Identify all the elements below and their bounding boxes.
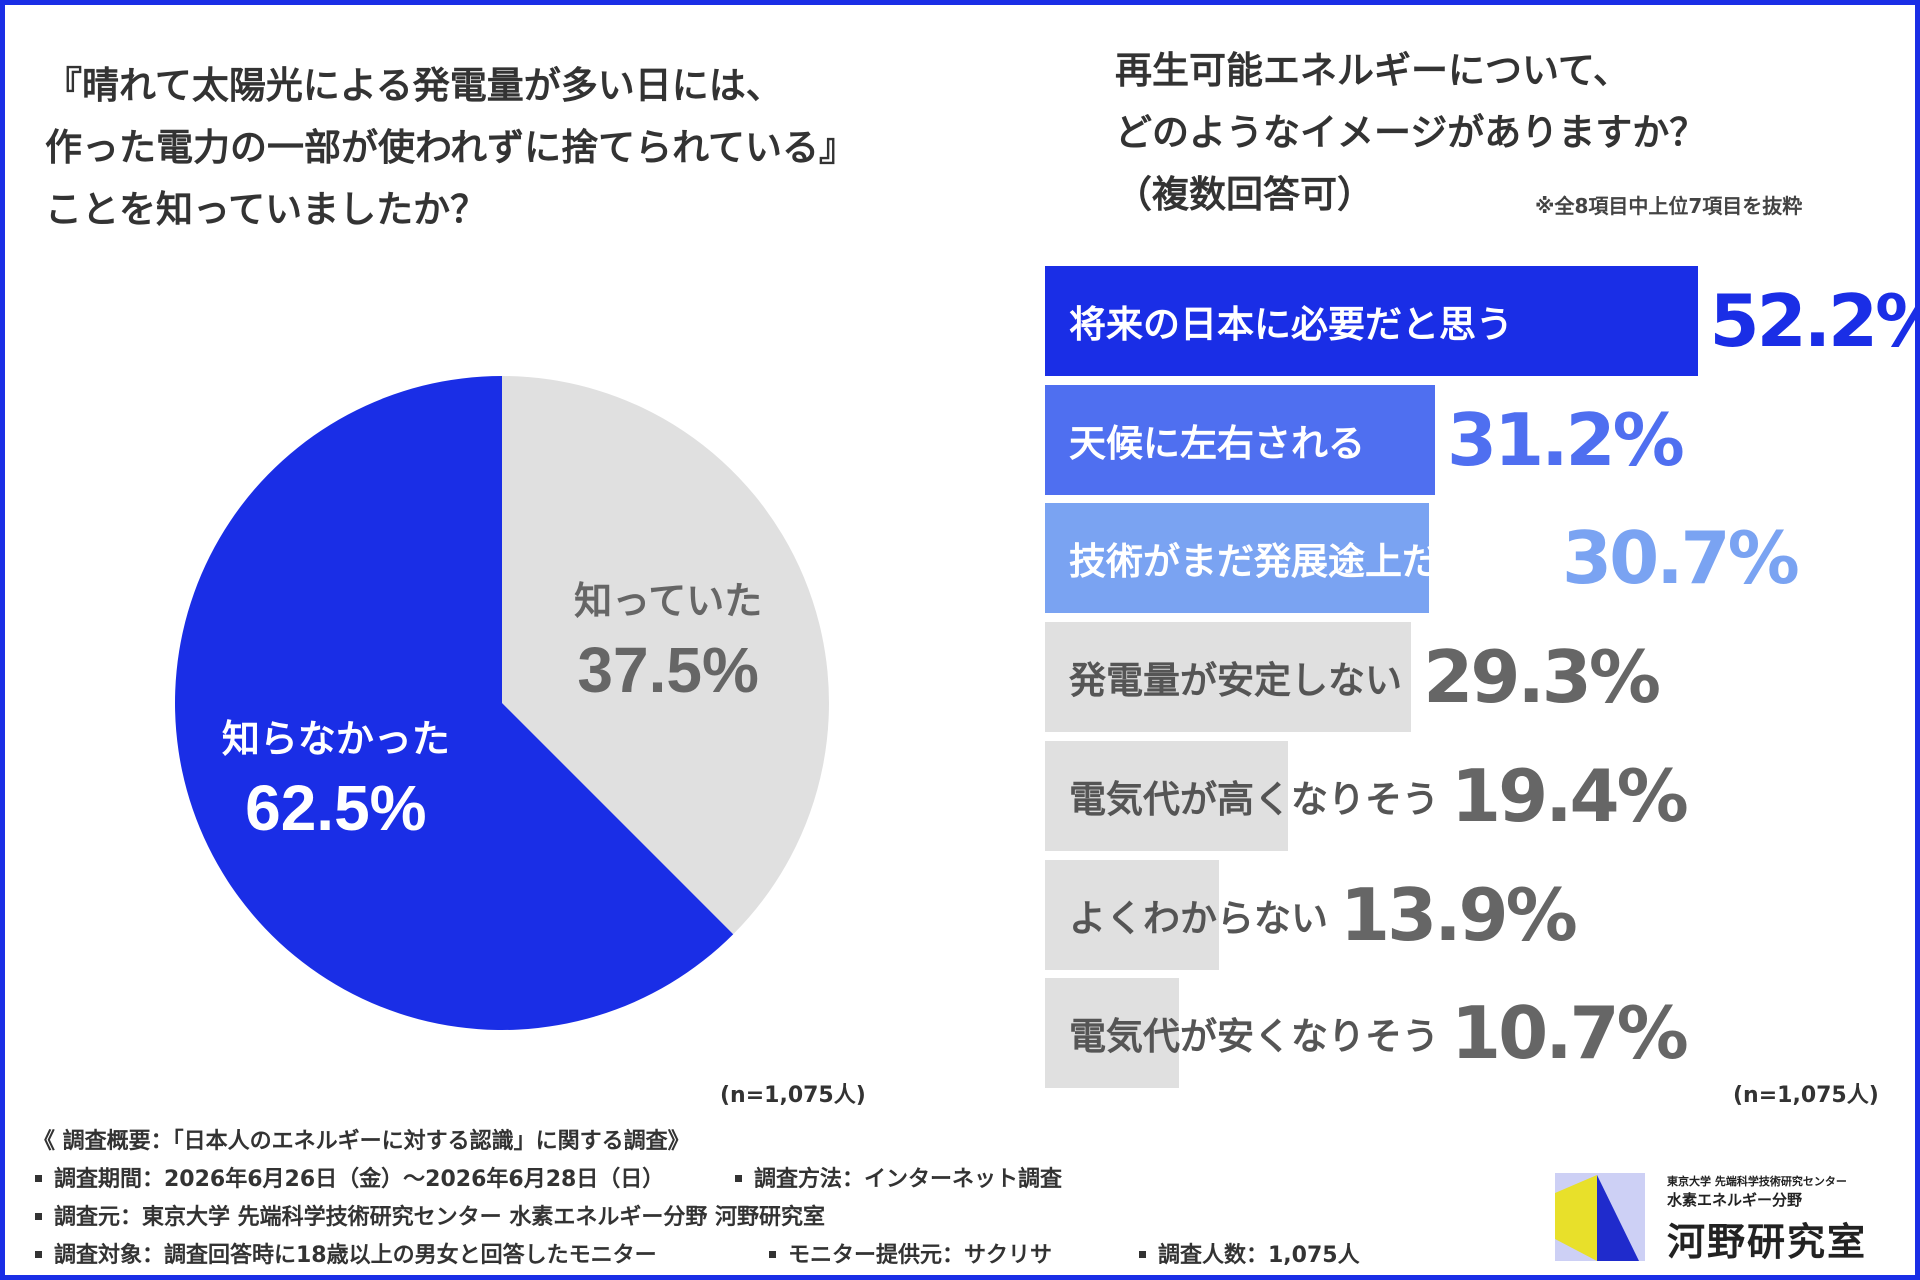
survey-method: 調査方法：インターネット調査 [754,1167,1063,1192]
survey-organizer: 調査元：東京大学 先端科学技術研究センター 水素エネルギー分野 河野研究室 [54,1205,825,1230]
survey-footer: 《 調査概要：「日本人のエネルギーに対する認識」に関する調査》 調査期間：202… [33,1123,1360,1275]
bar-title-line-1: 再生可能エネルギーについて、 [1115,49,1631,92]
bar-category-label: よくわからない [1069,896,1328,940]
bar-chart: 将来の日本に必要だと思う 52.2% 天候に左右される 31.2% 技術がまだ発展途上だ… [1045,266,1920,1089]
pie-chart: 知っていた 37.5% 知らなかった 62.5% [175,376,830,1030]
survey-count: 調査人数：1,075人 [1158,1243,1360,1268]
bar-row: 将来の日本に必要だと思う 52.2% [1045,266,1920,376]
bar-value-label: 52.2% [1709,279,1920,363]
bar [1045,503,1429,614]
bar-category-label: 電気代が安くなりそう [1069,1015,1439,1059]
pie-slice-value: 62.5% [245,772,426,844]
bullet-square-icon [35,1251,42,1258]
pie-title-line-3: ことを知っていましたか？ [45,188,488,231]
bar-value-label: 31.2% [1447,397,1685,482]
footer-row-4: 調査対象：調査回答時に18歳以上の男女と回答したモニター モニター提供元：サクリ… [33,1237,1360,1275]
footer-item: 調査期間：2026年6月26日（金）〜2026年6月28日（日） [33,1161,733,1199]
bar-category-label: 将来の日本に必要だと思う [1069,303,1513,346]
footer-summary-row: 《 調査概要：「日本人のエネルギーに対する認識」に関する調査》 [33,1123,1360,1161]
pie-title-line-2: 作った電力の一部が使われずに捨てられている』 [45,126,857,169]
bar-question-title: 再生可能エネルギーについて、 どのようなイメージがありますか？ （複数回答可） [1115,40,1706,226]
survey-target: 調査対象：調査回答時に18歳以上の男女と回答したモニター [54,1243,657,1268]
bar [1045,384,1435,495]
pie-slice-value: 37.5% [577,634,758,706]
bar-value-label: 19.4% [1451,753,1689,838]
survey-provider: モニター提供元：サクリサ [788,1243,1053,1268]
footer-item: 調査対象：調査回答時に18歳以上の男女と回答したモニター [33,1237,767,1275]
bar-value-label: 30.7% [1562,516,1800,601]
lab-logo-mark-icon [1555,1173,1645,1261]
bar-row: 電気代が高くなりそう 19.4% [1045,740,1905,851]
bullet-square-icon [769,1251,776,1258]
footer-item: モニター提供元：サクリサ [767,1237,1137,1275]
bar [1045,266,1698,376]
pie-slice-label: 知っていた [574,579,762,623]
bar-value-label: 10.7% [1451,991,1689,1076]
pie-question-title: 『晴れて太陽光による発電量が多い日には、 作った電力の一部が使われずに捨てられて… [45,55,856,241]
footer-item: 調査元：東京大学 先端科学技術研究センター 水素エネルギー分野 河野研究室 [33,1199,825,1237]
bullet-square-icon [35,1213,42,1220]
bar [1045,622,1412,733]
bar-category-label: 技術がまだ発展途上だと思う [1069,540,1550,584]
bar-value-label: 13.9% [1340,872,1578,957]
survey-period: 調査期間：2026年6月26日（金）〜2026年6月28日（日） [54,1167,665,1192]
lab-logo: 東京大学 先端科学技術研究センター 水素エネルギー分野 河野研究室 [1555,1173,1885,1264]
bar-chart-note: ※全8項目中上位7項目を抜粋 [1535,194,1803,218]
logo-division: 水素エネルギー分野 [1667,1191,1803,1209]
logo-university: 東京大学 先端科学技術研究センター [1667,1175,1847,1188]
bullet-square-icon [35,1175,42,1182]
bar-row: 技術がまだ発展途上だと思う 30.7% [1045,503,1905,614]
footer-item: 調査人数：1,075人 [1137,1237,1360,1275]
pie-slice-not-known [175,376,734,1030]
bar-title-line-2: どのようなイメージがありますか？ [1115,111,1707,154]
bar-row: 電気代が安くなりそう 10.7% [1045,978,1905,1089]
pie-slice-label: 知らなかった [222,717,450,761]
bar [1045,859,1219,970]
bar-sample-size: (n=1,075人) [1733,1083,1879,1108]
footer-row-3: 調査元：東京大学 先端科学技術研究センター 水素エネルギー分野 河野研究室 [33,1199,1360,1237]
pie-sample-size: (n=1,075人) [720,1083,866,1108]
bar-category-label: 天候に左右される [1069,421,1365,465]
bar-category-label: 発電量が安定しない [1069,659,1402,703]
footer-item: 調査方法：インターネット調査 [733,1161,1062,1199]
bullet-square-icon [735,1175,742,1182]
footer-row-2: 調査期間：2026年6月26日（金）〜2026年6月28日（日） 調査方法：イン… [33,1161,1360,1199]
pie-slice-known [502,376,830,935]
bar-row: 天候に左右される 31.2% [1045,384,1905,495]
survey-summary: 《 調査概要：「日本人のエネルギーに対する認識」に関する調査》 [33,1129,690,1154]
bar-row: よくわからない 13.9% [1045,859,1905,970]
bar-row: 発電量が安定しない 29.3% [1045,622,1905,733]
bar [1045,740,1288,851]
logo-lab-name: 河野研究室 [1667,1220,1868,1264]
bullet-square-icon [1139,1251,1146,1258]
pie-title-line-1: 『晴れて太陽光による発電量が多い日には、 [45,64,783,107]
bar [1045,978,1179,1089]
bar-category-label: 電気代が高くなりそう [1069,777,1439,821]
bar-title-line-3: （複数回答可） [1115,173,1374,216]
bar-value-label: 29.3% [1423,635,1661,720]
